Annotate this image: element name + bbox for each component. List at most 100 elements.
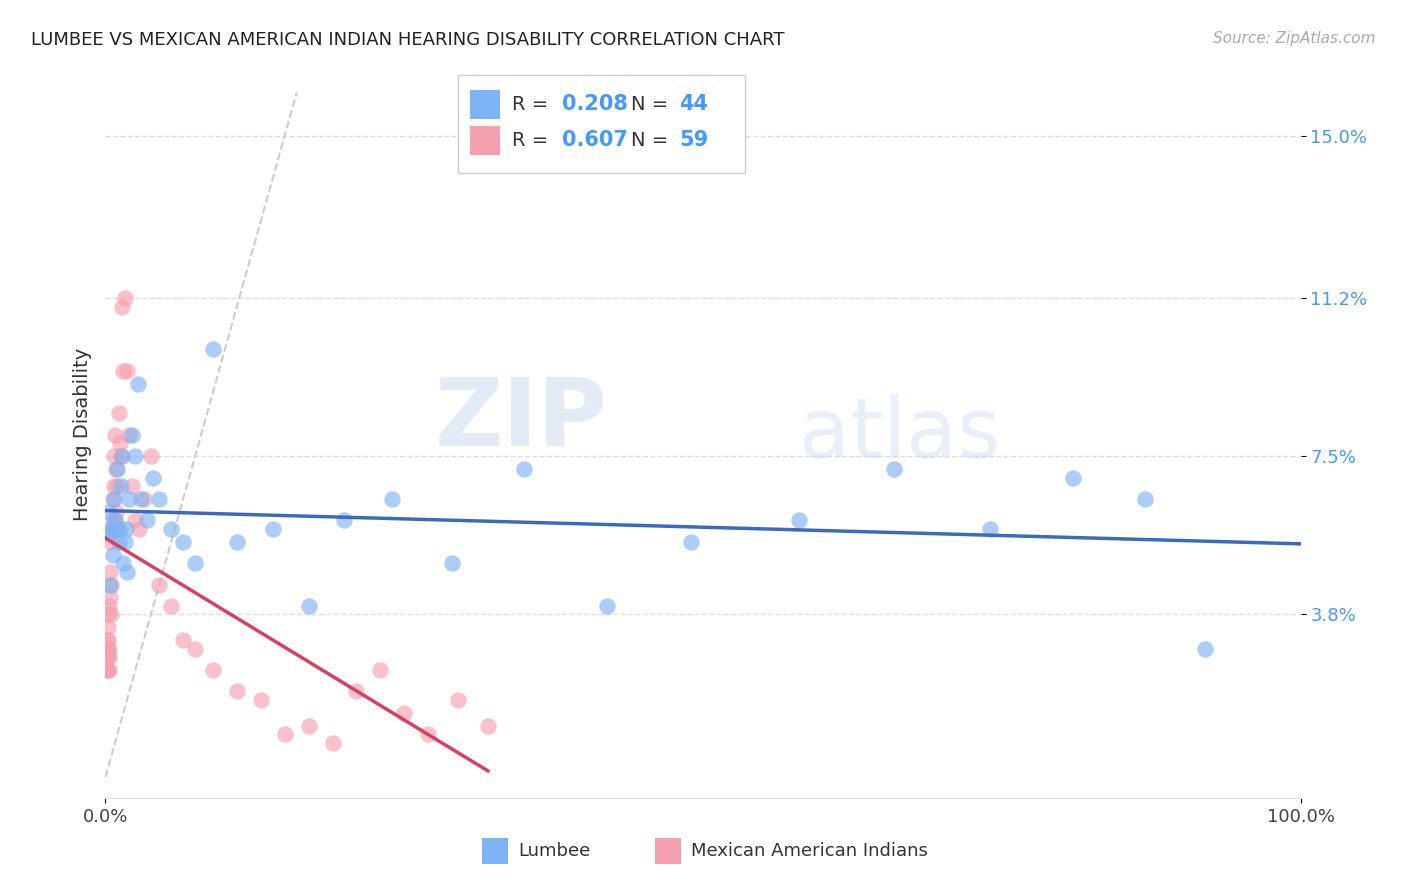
Point (101, 491, 124, 506)
Point (1133, 491, 1156, 506)
Point (184, 641, 207, 656)
Point (105, 522, 128, 536)
Point (110, 449, 132, 463)
Point (127, 376, 149, 391)
Point (103, 479, 125, 493)
Point (100, 607, 122, 622)
Point (96, 650, 118, 665)
Point (101, 548, 124, 562)
Point (97, 633, 120, 648)
Y-axis label: Hearing Disability: Hearing Disability (73, 348, 91, 522)
Point (101, 513, 124, 527)
Point (184, 556, 207, 570)
Point (104, 513, 127, 527)
Point (979, 522, 1001, 536)
Point (440, 556, 463, 570)
Point (103, 491, 125, 506)
Point (98, 565, 121, 579)
Point (104, 513, 127, 527)
Point (202, 663, 225, 677)
Point (111, 300, 134, 314)
Point (250, 693, 273, 707)
Point (142, 470, 165, 484)
Point (96, 633, 118, 648)
Point (883, 462, 905, 476)
Text: Source: ZipAtlas.com: Source: ZipAtlas.com (1212, 31, 1375, 46)
Point (262, 522, 284, 536)
Point (107, 522, 129, 536)
Point (596, 599, 619, 613)
Point (104, 428, 127, 442)
Text: N =: N = (631, 131, 675, 150)
Point (107, 407, 129, 421)
Point (273, 727, 295, 741)
Text: 0.208: 0.208 (562, 94, 628, 114)
Point (107, 479, 129, 493)
Point (100, 522, 122, 536)
Point (105, 505, 128, 519)
Point (114, 522, 136, 536)
Point (121, 428, 143, 442)
Point (112, 364, 135, 378)
Point (97, 641, 120, 656)
Point (172, 534, 194, 549)
Point (98, 591, 121, 605)
Point (108, 436, 131, 450)
Text: 44: 44 (679, 94, 709, 114)
Point (100, 577, 122, 591)
Point (298, 599, 321, 613)
Point (129, 491, 153, 506)
Point (110, 479, 132, 493)
Point (97, 650, 120, 665)
Point (513, 462, 536, 476)
Text: R =: R = (512, 95, 554, 113)
Point (98, 577, 121, 591)
Point (139, 449, 162, 463)
Point (98, 650, 121, 665)
Bar (470, 89, 501, 119)
Point (418, 727, 440, 741)
Point (107, 534, 129, 549)
Point (115, 364, 138, 378)
Point (98, 534, 121, 549)
Text: Lumbee: Lumbee (517, 842, 591, 860)
Point (346, 684, 368, 698)
Point (115, 565, 138, 579)
Point (225, 684, 249, 698)
Point (96, 663, 118, 677)
Point (108, 522, 131, 536)
FancyBboxPatch shape (458, 75, 745, 173)
Point (321, 736, 344, 750)
Bar (482, 838, 508, 863)
Point (98, 505, 121, 519)
Point (160, 522, 183, 536)
Point (681, 534, 703, 549)
Text: N =: N = (631, 95, 675, 113)
Point (98, 663, 121, 677)
Point (107, 462, 129, 476)
Point (118, 428, 141, 442)
Point (124, 449, 146, 463)
Point (105, 462, 128, 476)
Point (96, 641, 118, 656)
Point (1194, 641, 1216, 656)
Point (787, 513, 810, 527)
Point (114, 534, 136, 549)
Text: atlas: atlas (799, 394, 1000, 475)
Point (160, 599, 183, 613)
Point (225, 534, 249, 549)
Text: Mexican American Indians: Mexican American Indians (692, 842, 928, 860)
Point (111, 449, 134, 463)
Point (100, 522, 122, 536)
Point (98, 599, 121, 613)
Point (136, 513, 159, 527)
Point (97, 620, 120, 634)
Text: 59: 59 (679, 130, 709, 151)
Point (128, 522, 150, 536)
Point (298, 719, 321, 733)
Point (124, 513, 146, 527)
Point (114, 291, 136, 305)
Point (97, 607, 120, 622)
Point (148, 491, 170, 506)
Text: LUMBEE VS MEXICAN AMERICAN INDIAN HEARING DISABILITY CORRELATION CHART: LUMBEE VS MEXICAN AMERICAN INDIAN HEARIN… (31, 31, 785, 49)
